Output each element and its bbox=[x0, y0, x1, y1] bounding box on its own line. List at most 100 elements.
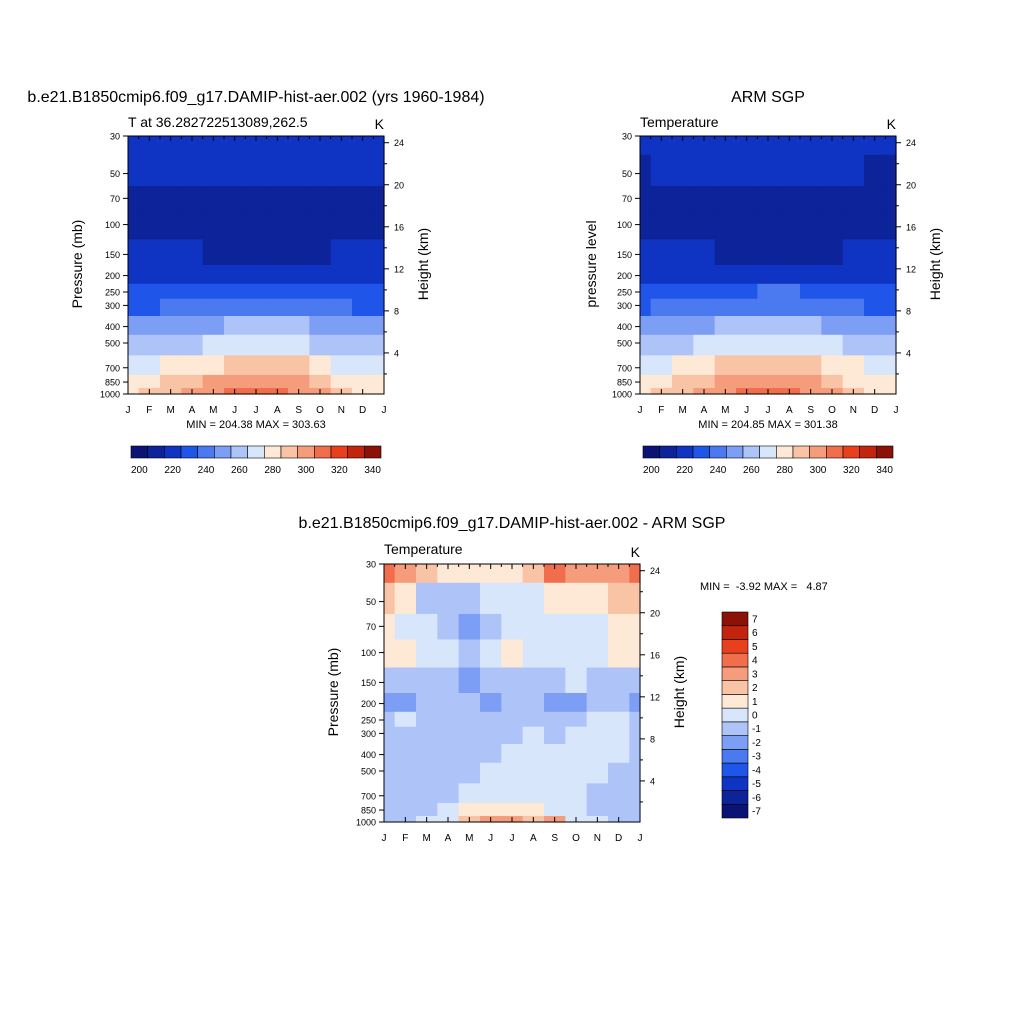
field-cell bbox=[352, 298, 374, 317]
field-cell bbox=[640, 374, 652, 389]
field-cell bbox=[565, 743, 588, 764]
field-cell bbox=[544, 783, 566, 804]
field-cell bbox=[629, 582, 641, 615]
y-axis-left: 30 50 70 100 150 200 250 300 400 500 700 850 1000 bbox=[100, 132, 128, 400]
field-cell bbox=[394, 693, 417, 713]
field-cell bbox=[757, 315, 780, 336]
field-cell bbox=[309, 185, 332, 213]
field-cell bbox=[437, 639, 460, 669]
field-cell bbox=[138, 298, 161, 317]
field-cell bbox=[586, 564, 609, 584]
x-tick-label: J bbox=[126, 405, 131, 416]
y-tick-label: 300 bbox=[617, 301, 632, 311]
field-cell bbox=[565, 667, 588, 694]
field-cell bbox=[330, 239, 353, 266]
field-cell bbox=[640, 388, 652, 395]
field-cell bbox=[842, 334, 865, 356]
colorbar-swatch bbox=[721, 762, 749, 778]
field-cell bbox=[864, 239, 886, 266]
field-cell bbox=[736, 185, 758, 213]
field-cell bbox=[885, 239, 897, 266]
x-tick-label: N bbox=[338, 405, 345, 416]
x-tick-label: J bbox=[766, 405, 771, 416]
x-tick-label: N bbox=[850, 405, 857, 416]
colorbar-swatch bbox=[876, 445, 894, 459]
field-cell bbox=[384, 711, 396, 728]
field-cell bbox=[650, 315, 673, 336]
field-cell bbox=[693, 298, 716, 317]
colorbar: 200 220 240 260 280 300 320 340 bbox=[130, 445, 381, 476]
field-cell bbox=[672, 185, 694, 213]
y-tick-label: 200 bbox=[617, 271, 632, 281]
field-cell bbox=[672, 154, 694, 187]
field-cell bbox=[437, 613, 460, 641]
field-cell bbox=[565, 783, 588, 804]
field-cell bbox=[480, 582, 502, 615]
field-cell bbox=[309, 334, 332, 356]
field-cell bbox=[821, 315, 844, 336]
colorbar-swatch bbox=[214, 445, 232, 459]
colorbar-label: 280 bbox=[264, 465, 281, 476]
field-cell bbox=[544, 564, 566, 584]
field-cell bbox=[202, 315, 225, 336]
field-cell bbox=[864, 355, 886, 376]
x-tick-label: F bbox=[146, 405, 152, 416]
colorbar-swatch bbox=[776, 445, 794, 459]
field-cell bbox=[565, 564, 588, 584]
colorbar-label: 2 bbox=[752, 683, 758, 694]
colorbar-swatch bbox=[721, 680, 749, 695]
y-tick-label: 100 bbox=[361, 648, 376, 658]
field-cell bbox=[693, 185, 716, 213]
y-tick-label: 250 bbox=[617, 288, 632, 298]
field-cell bbox=[800, 265, 822, 285]
field-cell bbox=[586, 582, 609, 615]
field-cell bbox=[373, 154, 385, 187]
field-cell bbox=[352, 283, 374, 300]
field-cell bbox=[800, 211, 822, 241]
colorbar-swatch bbox=[721, 611, 749, 627]
field-cell bbox=[330, 185, 353, 213]
field-cell bbox=[309, 154, 332, 187]
field-cell bbox=[181, 334, 204, 356]
colorbar-swatch bbox=[692, 445, 710, 459]
field-cell bbox=[458, 582, 481, 615]
field-cell bbox=[160, 334, 182, 356]
field-cell bbox=[480, 762, 502, 784]
field-cell bbox=[864, 374, 886, 389]
field-cell bbox=[800, 374, 822, 389]
field-cell bbox=[640, 239, 652, 266]
field-cell bbox=[757, 283, 780, 300]
x-tick-label: J bbox=[232, 405, 237, 416]
field-cell bbox=[330, 374, 353, 389]
field-cell bbox=[309, 136, 332, 156]
field-cell bbox=[416, 802, 438, 817]
field-cell bbox=[778, 265, 801, 285]
field-cell bbox=[714, 315, 737, 336]
field-cell bbox=[757, 239, 780, 266]
field-cell bbox=[800, 315, 822, 336]
field-cell bbox=[224, 334, 246, 356]
x-tick-label: A bbox=[445, 833, 452, 844]
field-cell bbox=[128, 315, 140, 336]
field-cell bbox=[394, 711, 417, 728]
field-cell bbox=[416, 743, 438, 764]
field-cell bbox=[842, 136, 865, 156]
field-cell bbox=[608, 639, 630, 669]
field-cell bbox=[160, 211, 182, 241]
field-cell bbox=[778, 136, 801, 156]
field-cell bbox=[288, 265, 310, 285]
field-cell bbox=[501, 783, 524, 804]
field-cell bbox=[309, 315, 332, 336]
field-cell bbox=[864, 154, 886, 187]
panel-left-string: T at 36.282722513089,262.5 bbox=[128, 114, 308, 130]
field-cell bbox=[384, 743, 396, 764]
y-tick-label: 400 bbox=[105, 322, 120, 332]
field-cell bbox=[245, 265, 268, 285]
field-cell bbox=[885, 154, 897, 187]
y-tick-label: 1000 bbox=[100, 390, 120, 400]
field-cell bbox=[480, 726, 502, 745]
field-cell bbox=[437, 726, 460, 745]
field-cell bbox=[245, 315, 268, 336]
field-cell bbox=[821, 283, 844, 300]
